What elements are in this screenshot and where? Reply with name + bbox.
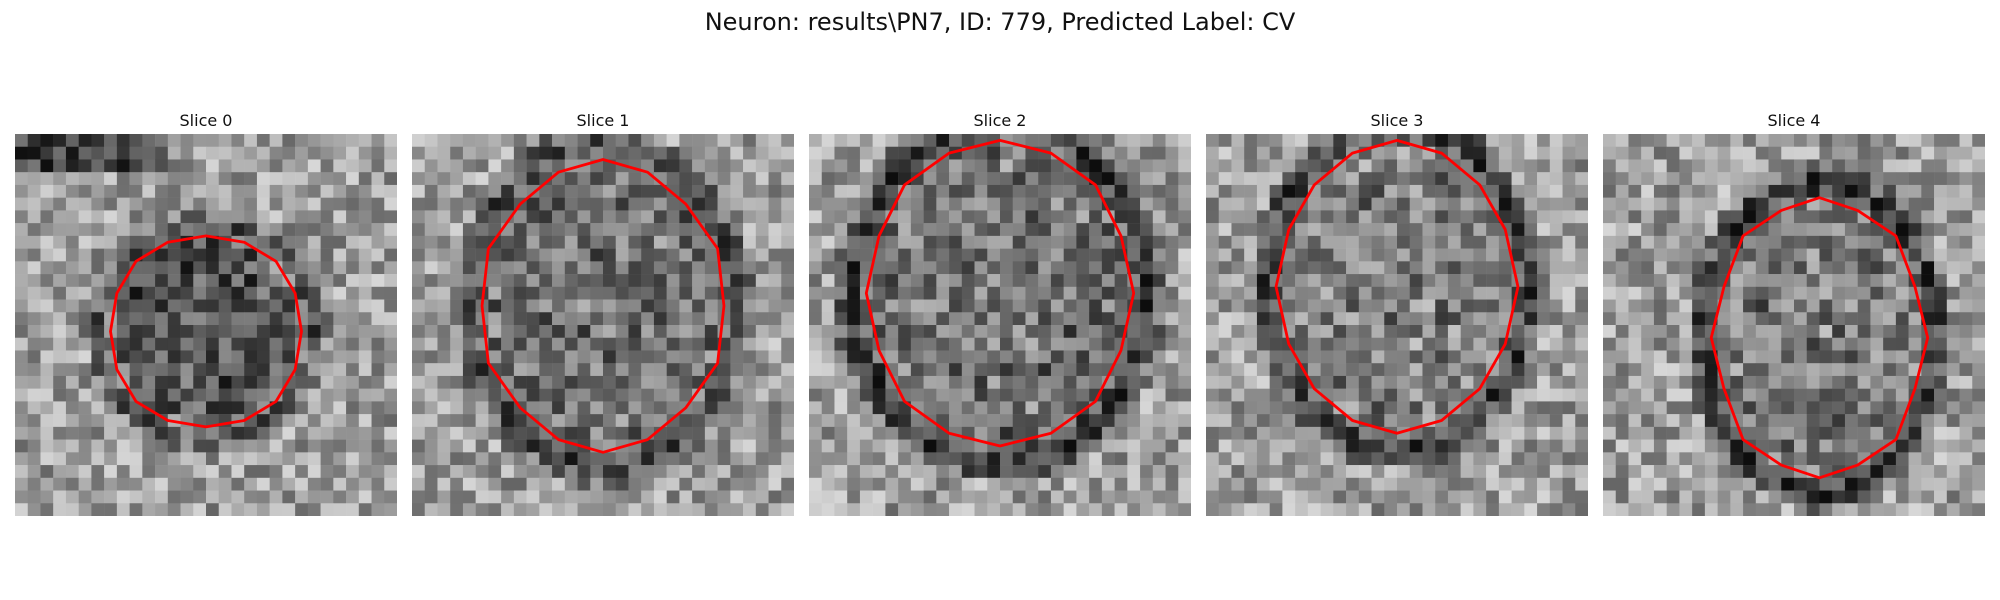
segmentation-contour (109, 234, 303, 429)
segmentation-contour (480, 158, 726, 454)
slice-title: Slice 3 (1370, 111, 1424, 130)
slice-title: Slice 1 (576, 111, 630, 130)
slice-panel-2: Slice 2 (809, 110, 1191, 516)
slice-image-4 (1603, 134, 1985, 516)
slice-panel-4: Slice 4 (1603, 110, 1985, 516)
figure-title: Neuron: results\PN7, ID: 779, Predicted … (704, 8, 1296, 36)
slice-title: Slice 2 (973, 111, 1027, 130)
slice-image-3 (1206, 134, 1588, 516)
slice-panel-0: Slice 0 (15, 110, 397, 516)
segmentation-contour (1274, 138, 1520, 435)
slice-image-2 (809, 134, 1191, 516)
slice-title: Slice 4 (1767, 111, 1821, 130)
slice-panel-3: Slice 3 (1206, 110, 1588, 516)
segmentation-contour (864, 138, 1136, 448)
slice-image-1 (412, 134, 794, 516)
slice-title: Slice 0 (179, 111, 233, 130)
slice-panel-1: Slice 1 (412, 110, 794, 516)
slice-image-0 (15, 134, 397, 516)
segmentation-contour (1709, 196, 1930, 480)
